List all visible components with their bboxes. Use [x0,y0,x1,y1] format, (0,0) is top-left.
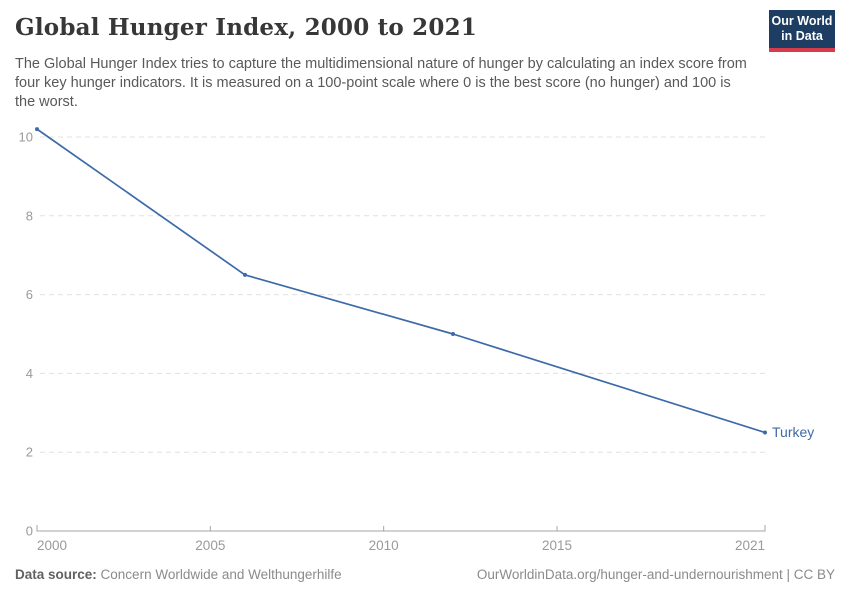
chart-subtitle: The Global Hunger Index tries to capture… [15,56,747,110]
x-tick-label: 2021 [735,538,765,553]
credit-line: OurWorldinData.org/hunger-and-undernouri… [476,567,835,582]
x-tick-label: 2010 [369,538,399,553]
x-tick-label: 2000 [37,538,67,553]
y-tick-label: 6 [26,287,33,302]
y-tick-label: 8 [26,208,33,223]
data-source: Data source: Concern Worldwide and Welth… [15,567,342,582]
x-tick-label: 2015 [542,538,572,553]
series-end-label: Turkey [772,424,814,440]
chart-title: Global Hunger Index, 2000 to 2021 [15,14,477,41]
data-point [763,430,767,435]
series-line [36,128,766,434]
y-tick-label: 0 [26,524,33,539]
y-tick-label: 4 [26,366,33,381]
data-source-value: Concern Worldwide and Welthungerhilfe [100,567,342,582]
chart-footer: Data source: Concern Worldwide and Welth… [15,567,835,582]
data-point [243,272,247,277]
y-tick-label: 10 [19,130,33,145]
line-chart: 0 2 4 6 8 10 2000 2005 2010 2015 2021 Turkey [19,127,814,553]
y-tick-label: 2 [26,445,33,460]
owid-logo: Our World in Data [769,10,835,52]
owid-logo-line1: Our World [771,14,833,28]
data-source-label: Data source: [15,567,97,582]
owid-logo-line2: in Data [781,29,823,43]
data-point [451,332,455,336]
x-axis [36,525,766,532]
data-point [35,127,39,132]
x-tick-label: 2005 [195,538,225,553]
